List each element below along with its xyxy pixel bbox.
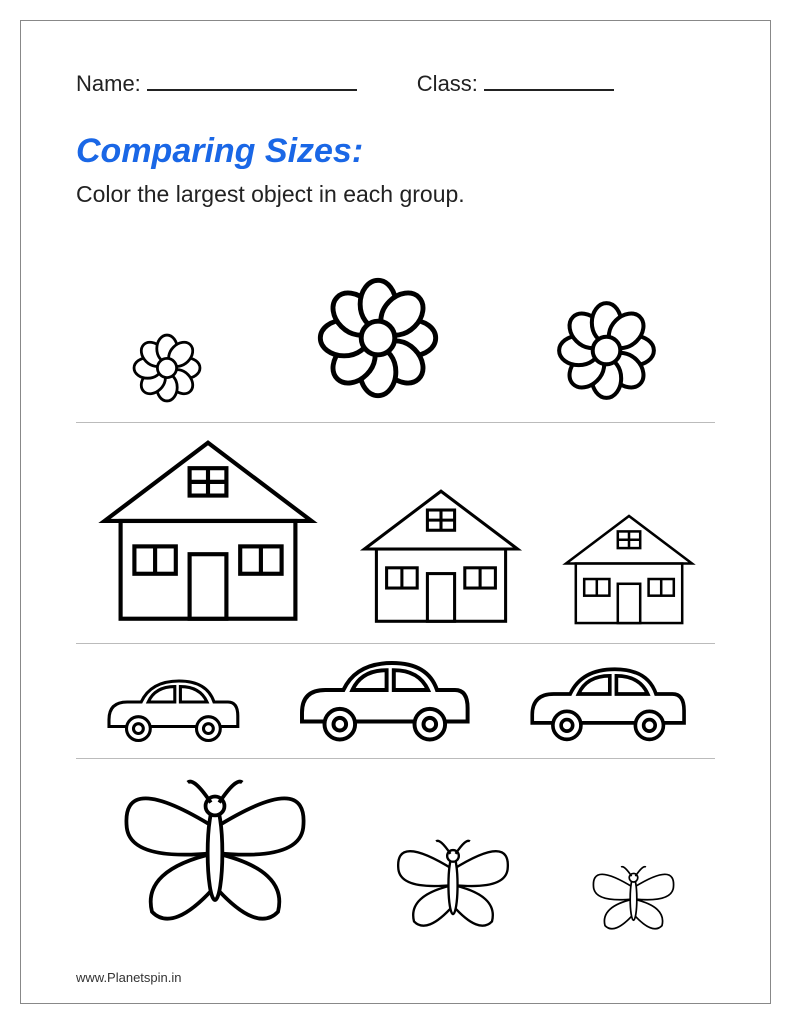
worksheet-title: Comparing Sizes: xyxy=(76,132,715,171)
worksheet-page: Name: Class: Comparing Sizes: Color the … xyxy=(0,0,791,1024)
butterfly-icon[interactable] xyxy=(586,861,681,937)
house-icon[interactable] xyxy=(356,484,526,629)
class-label: Class: xyxy=(417,71,478,97)
flower-icon[interactable] xyxy=(308,268,448,408)
house-icon[interactable] xyxy=(93,433,323,629)
class-blank[interactable] xyxy=(484,89,614,91)
name-blank[interactable] xyxy=(147,89,357,91)
student-header: Name: Class: xyxy=(76,71,715,97)
flower-icon[interactable] xyxy=(127,328,207,408)
name-label: Name: xyxy=(76,71,141,97)
flower-icon[interactable] xyxy=(549,293,664,408)
name-field: Name: xyxy=(76,71,357,97)
page-border: Name: Class: Comparing Sizes: Color the … xyxy=(20,20,771,1004)
car-icon[interactable] xyxy=(524,661,689,744)
flower-row xyxy=(76,258,715,422)
house-row xyxy=(76,423,715,643)
footer-attribution: www.Planetspin.in xyxy=(76,970,182,985)
car-icon[interactable] xyxy=(293,654,473,744)
groups-container xyxy=(76,258,715,951)
butterfly-icon[interactable] xyxy=(110,769,320,937)
house-icon[interactable] xyxy=(559,510,699,629)
butterfly-row xyxy=(76,759,715,951)
car-icon[interactable] xyxy=(102,674,242,744)
class-field: Class: xyxy=(417,71,614,97)
car-row xyxy=(76,644,715,758)
instruction-text: Color the largest object in each group. xyxy=(76,181,715,208)
butterfly-icon[interactable] xyxy=(388,833,518,937)
